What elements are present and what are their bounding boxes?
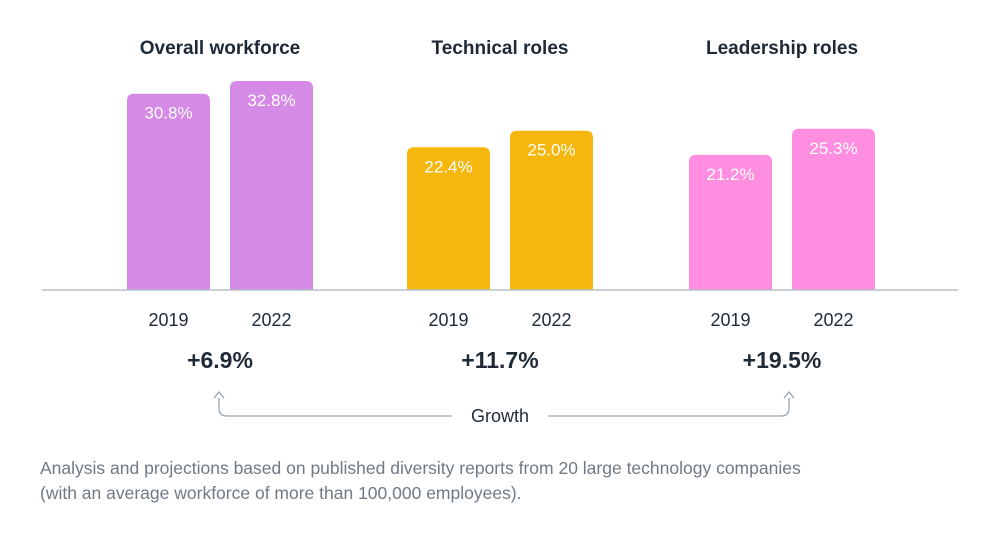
x-tick-label: 2019 <box>710 310 750 330</box>
bar <box>127 93 210 291</box>
x-tick-label: 2022 <box>813 310 853 330</box>
bar <box>510 130 593 290</box>
bar-value-label: 22.4% <box>424 157 472 176</box>
group-title: Overall workforce <box>140 38 301 59</box>
x-tick-label: 2019 <box>148 310 188 330</box>
bar-value-label: 25.3% <box>809 139 857 158</box>
bar-value-label: 25.0% <box>527 141 575 160</box>
bar <box>407 147 490 290</box>
arrow-up-icon <box>783 390 795 399</box>
growth-value: +6.9% <box>187 347 253 373</box>
growth-value: +11.7% <box>461 347 538 373</box>
footnote-line-2: (with an average workforce of more than … <box>40 483 522 503</box>
growth-label: Growth <box>471 406 529 426</box>
x-tick-label: 2019 <box>428 310 468 330</box>
footnote: Analysis and projections based on publis… <box>40 456 960 506</box>
bar-value-label: 21.2% <box>706 165 754 184</box>
bar <box>230 81 313 290</box>
growth-connector-right <box>548 398 790 417</box>
x-tick-label: 2022 <box>251 310 291 330</box>
bar <box>792 128 875 290</box>
bar <box>689 154 772 290</box>
arrow-up-icon <box>213 390 225 399</box>
footnote-line-1: Analysis and projections based on publis… <box>40 458 801 478</box>
growth-connector-left <box>218 398 452 417</box>
bar-value-label: 32.8% <box>247 91 295 110</box>
group-title: Technical roles <box>432 38 569 59</box>
growth-value: +19.5% <box>743 347 822 373</box>
bar-value-label: 30.8% <box>144 104 192 123</box>
x-tick-label: 2022 <box>531 310 571 330</box>
group-title: Leadership roles <box>706 38 858 59</box>
